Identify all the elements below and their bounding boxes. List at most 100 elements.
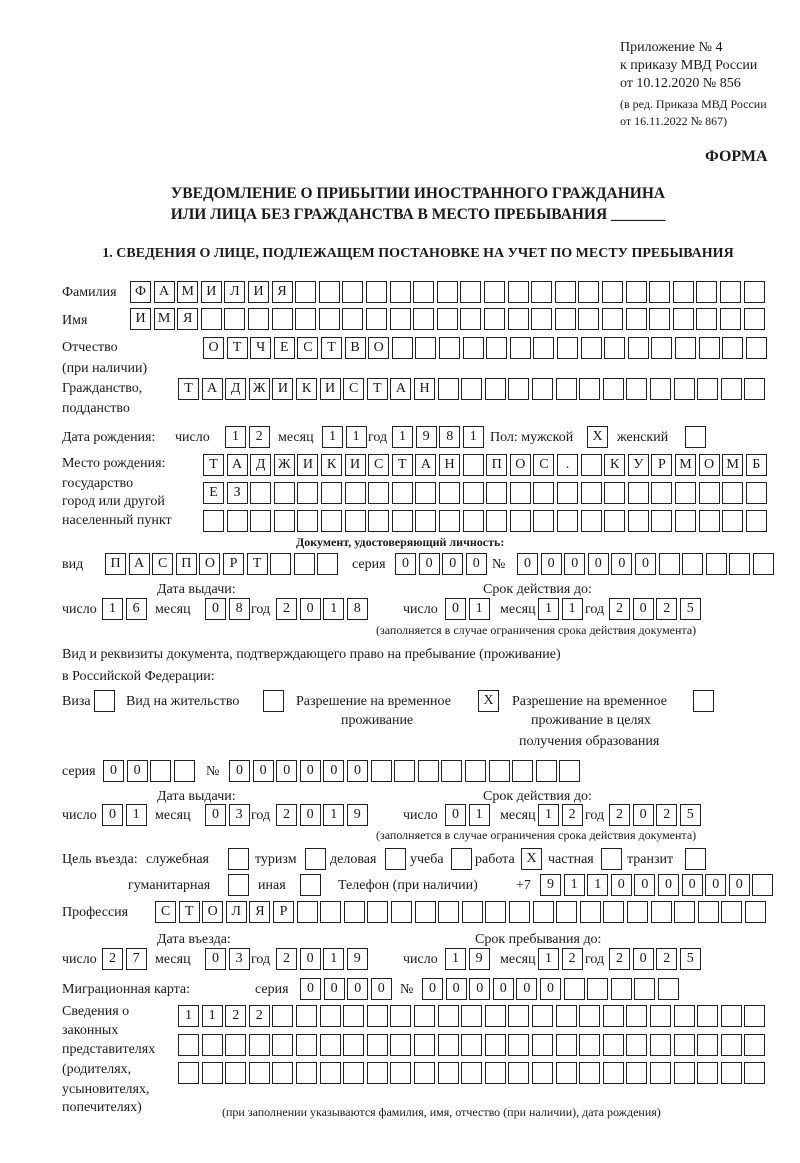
char-cell[interactable]: 5 — [679, 598, 701, 620]
char-cell[interactable] — [602, 1062, 624, 1084]
char-cell[interactable]: . — [557, 454, 578, 476]
char-cell[interactable] — [461, 1062, 483, 1084]
char-cell[interactable] — [720, 1062, 742, 1084]
char-cell[interactable] — [651, 337, 673, 359]
char-cell[interactable] — [173, 760, 195, 782]
char-cell[interactable]: А — [226, 454, 248, 476]
char-cell[interactable]: 2 — [102, 948, 123, 970]
char-cell[interactable] — [602, 281, 623, 303]
checkbox-cell[interactable]: X — [587, 426, 608, 448]
char-cell[interactable] — [673, 1062, 695, 1084]
char-cell[interactable] — [272, 1005, 294, 1027]
char-cell[interactable]: 1 — [178, 1005, 199, 1027]
char-cell[interactable] — [650, 1034, 671, 1056]
char-cell[interactable] — [627, 482, 649, 504]
char-cell[interactable] — [555, 1034, 577, 1056]
char-cell[interactable]: 0 — [445, 804, 466, 826]
char-cell[interactable] — [295, 281, 317, 303]
char-cell[interactable]: 7 — [125, 948, 147, 970]
char-cell[interactable]: 1 — [468, 598, 490, 620]
char-cell[interactable] — [248, 1062, 270, 1084]
char-cell[interactable] — [649, 281, 671, 303]
char-cell[interactable]: 0 — [728, 874, 750, 896]
char-cell[interactable] — [610, 978, 632, 1000]
char-cell[interactable]: Р — [651, 454, 673, 476]
char-cell[interactable]: 0 — [610, 874, 632, 896]
char-cell[interactable] — [343, 1005, 365, 1027]
char-cell[interactable]: Е — [203, 482, 224, 504]
char-cell[interactable] — [272, 1034, 294, 1056]
char-cell[interactable]: 1 — [538, 948, 559, 970]
char-cell[interactable]: 3 — [228, 948, 250, 970]
char-cell[interactable] — [273, 510, 295, 532]
char-cell[interactable]: 0 — [299, 804, 321, 826]
char-cell[interactable] — [389, 281, 411, 303]
char-cell[interactable]: 1 — [561, 598, 583, 620]
char-cell[interactable] — [532, 1005, 553, 1027]
char-cell[interactable] — [296, 1005, 317, 1027]
char-cell[interactable] — [720, 281, 741, 303]
char-cell[interactable] — [368, 510, 390, 532]
char-cell[interactable] — [626, 378, 648, 400]
char-cell[interactable] — [658, 553, 680, 575]
char-cell[interactable] — [626, 1034, 648, 1056]
char-cell[interactable]: 1 — [323, 598, 345, 620]
char-cell[interactable]: 2 — [609, 804, 630, 826]
char-cell[interactable] — [248, 1034, 270, 1056]
char-cell[interactable] — [178, 1034, 199, 1056]
char-cell[interactable] — [439, 482, 460, 504]
char-cell[interactable]: 0 — [323, 760, 345, 782]
char-cell[interactable] — [343, 1034, 365, 1056]
char-cell[interactable]: 1 — [563, 874, 585, 896]
char-cell[interactable]: 1 — [468, 804, 490, 826]
char-cell[interactable]: Б — [745, 454, 767, 476]
char-cell[interactable] — [486, 482, 508, 504]
char-cell[interactable] — [439, 337, 460, 359]
char-cell[interactable] — [745, 482, 767, 504]
char-cell[interactable]: Т — [391, 454, 413, 476]
char-cell[interactable] — [651, 482, 673, 504]
char-cell[interactable]: С — [343, 378, 365, 400]
char-cell[interactable]: 1 — [102, 598, 123, 620]
char-cell[interactable] — [532, 1062, 553, 1084]
char-cell[interactable] — [414, 1005, 435, 1027]
char-cell[interactable] — [722, 337, 744, 359]
char-cell[interactable]: 0 — [299, 598, 321, 620]
char-cell[interactable]: А — [390, 378, 412, 400]
char-cell[interactable] — [651, 510, 673, 532]
char-cell[interactable]: 0 — [418, 553, 440, 575]
char-cell[interactable] — [675, 482, 696, 504]
char-cell[interactable] — [465, 760, 486, 782]
checkbox-cell[interactable] — [228, 874, 249, 896]
char-cell[interactable] — [625, 308, 647, 330]
char-cell[interactable]: 2 — [656, 804, 678, 826]
char-cell[interactable]: 1 — [201, 1005, 223, 1027]
char-cell[interactable] — [602, 1034, 624, 1056]
char-cell[interactable]: И — [200, 281, 222, 303]
char-cell[interactable] — [696, 281, 718, 303]
char-cell[interactable] — [579, 378, 601, 400]
char-cell[interactable] — [484, 1062, 506, 1084]
char-cell[interactable] — [319, 1062, 341, 1084]
char-cell[interactable]: 0 — [205, 948, 226, 970]
char-cell[interactable] — [627, 901, 648, 923]
char-cell[interactable]: П — [105, 553, 126, 575]
char-cell[interactable] — [532, 378, 553, 400]
char-cell[interactable] — [555, 378, 577, 400]
char-cell[interactable] — [342, 281, 364, 303]
char-cell[interactable]: 1 — [125, 804, 147, 826]
char-cell[interactable]: С — [152, 553, 174, 575]
char-cell[interactable]: А — [153, 281, 175, 303]
char-cell[interactable]: Ф — [130, 281, 151, 303]
char-cell[interactable]: 0 — [492, 978, 514, 1000]
checkbox-cell[interactable]: X — [478, 690, 499, 712]
checkbox-cell[interactable] — [300, 874, 321, 896]
char-cell[interactable] — [559, 760, 581, 782]
char-cell[interactable] — [390, 1005, 412, 1027]
char-cell[interactable] — [225, 1062, 247, 1084]
char-cell[interactable]: 0 — [205, 804, 226, 826]
char-cell[interactable] — [250, 482, 272, 504]
char-cell[interactable]: 0 — [516, 978, 538, 1000]
char-cell[interactable] — [297, 482, 319, 504]
char-cell[interactable]: Т — [203, 454, 224, 476]
